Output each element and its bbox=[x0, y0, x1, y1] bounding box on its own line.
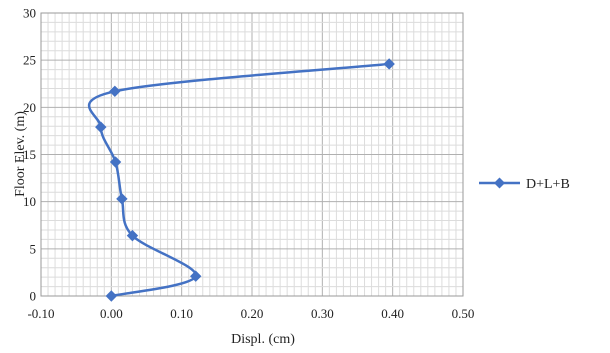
data-point bbox=[109, 156, 122, 168]
series-line bbox=[87, 62, 390, 298]
x-axis-ticks: -0.10 0.00 0.10 0.20 0.30 0.40 0.50 bbox=[27, 306, 474, 321]
y-tick-label: 30 bbox=[23, 6, 36, 21]
plot-border bbox=[40, 12, 464, 297]
data-point bbox=[126, 229, 139, 242]
y-tick-label: 0 bbox=[30, 289, 37, 304]
data-point bbox=[190, 270, 202, 282]
y-tick-label: 25 bbox=[23, 53, 36, 68]
x-tick-label: 0.00 bbox=[100, 306, 123, 321]
y-axis-title: Floor Elev. (m) bbox=[13, 111, 28, 197]
y-axis-ticks: 0 5 10 15 20 25 30 bbox=[23, 6, 36, 304]
x-tick-label: 0.30 bbox=[311, 306, 334, 321]
data-point bbox=[95, 121, 107, 133]
chart-grid bbox=[40, 12, 464, 297]
y-tick-label: 15 bbox=[23, 147, 36, 162]
x-tick-label: 0.50 bbox=[452, 306, 475, 321]
plot-area bbox=[40, 12, 464, 297]
x-axis-title: Displ. (cm) bbox=[231, 332, 295, 347]
series-group bbox=[87, 58, 395, 302]
x-tick-label: 0.20 bbox=[241, 306, 264, 321]
legend-marker bbox=[494, 177, 505, 189]
data-point bbox=[105, 290, 118, 302]
y-tick-label: 20 bbox=[23, 100, 36, 115]
data-point bbox=[109, 85, 121, 98]
x-tick-label: -0.10 bbox=[27, 306, 54, 321]
data-point bbox=[116, 193, 128, 205]
x-tick-label: 0.10 bbox=[170, 306, 193, 321]
x-tick-label: 0.40 bbox=[381, 306, 404, 321]
data-point bbox=[383, 58, 395, 70]
y-tick-label: 5 bbox=[30, 241, 37, 256]
legend: D+L+B bbox=[479, 177, 570, 192]
y-tick-label: 10 bbox=[23, 194, 36, 209]
legend-label: D+L+B bbox=[526, 177, 570, 192]
